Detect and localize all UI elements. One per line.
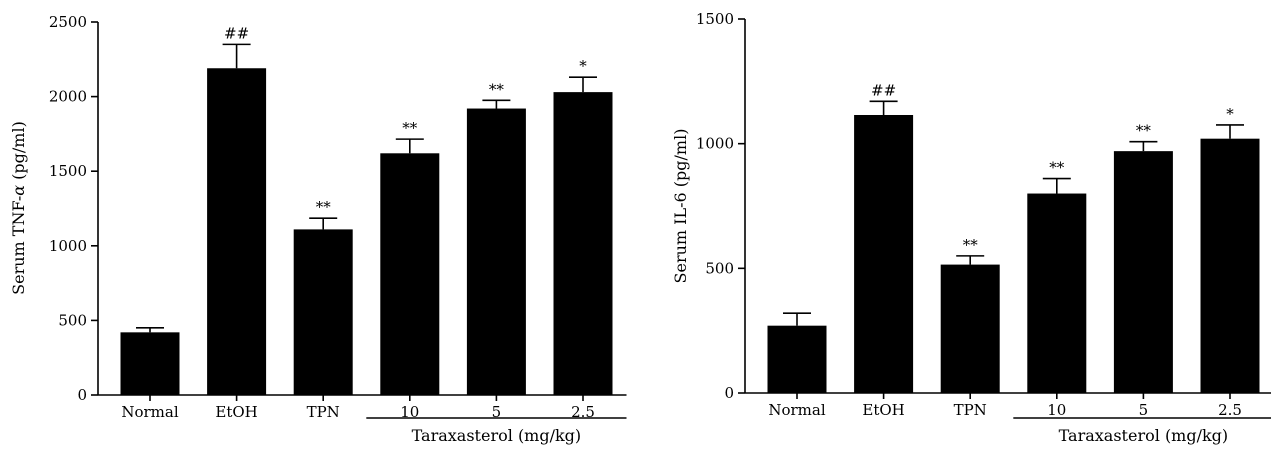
y-tick-label: 1500 [696,10,734,28]
x-tick-label: 10 [400,403,419,421]
significance-label: ## [871,81,896,99]
bar [120,332,180,395]
x-tick-label: 5 [492,403,502,421]
x-tick-label: Normal [121,403,178,421]
significance-label: ## [224,24,249,42]
x-tick-label: TPN [954,401,987,419]
group-label: Taraxasterol (mg/kg) [412,426,582,445]
bar [1200,138,1260,393]
significance-label: ** [402,119,418,137]
y-tick-label: 500 [58,311,87,329]
x-tick-label: Normal [768,401,825,419]
x-tick-label: 2.5 [1218,401,1242,419]
bar [293,229,353,395]
il6-chart: 0 500 1000 1500 Serum IL-6 (pg/ml) Normal ## Et… [671,10,1271,445]
significance-label: * [1226,105,1234,123]
significance-label: ** [316,198,332,216]
y-tick-label: 1500 [49,162,87,180]
bar [380,153,440,395]
y-tick-label: 2000 [49,88,87,106]
bar [207,68,267,395]
x-tick-label: TPN [307,403,340,421]
tnf-alpha-chart: 0 500 1000 1500 2000 2500 Serum TNF-α (pg/ml) N… [9,13,627,445]
significance-label: * [579,57,587,75]
bar [553,92,613,396]
y-tick-label: 0 [77,386,87,404]
significance-label: ** [963,236,979,254]
x-tick-label: 2.5 [571,403,595,421]
x-tick-label: 5 [1139,401,1149,419]
y-axis-label: Serum IL-6 (pg/ml) [671,129,690,284]
x-tick-label: 10 [1047,401,1066,419]
x-tick-label: EtOH [215,403,257,421]
significance-label: ** [1136,122,1152,140]
bar [940,264,1000,393]
y-axis-label: Serum TNF-α (pg/ml) [9,121,28,295]
bar [854,114,914,393]
y-tick-label: 1000 [49,237,87,255]
x-tick-label: EtOH [862,401,904,419]
y-tick-label: 1000 [696,135,734,153]
y-tick-label: 500 [705,259,734,277]
y-tick-label: 0 [724,384,734,402]
significance-label: ** [1049,159,1065,177]
group-label: Taraxasterol (mg/kg) [1059,426,1229,445]
bar [1027,193,1087,393]
bar [767,325,827,393]
significance-label: ** [489,80,505,98]
bar [1113,151,1173,393]
y-tick-label: 2500 [49,13,87,31]
bar [466,108,526,395]
